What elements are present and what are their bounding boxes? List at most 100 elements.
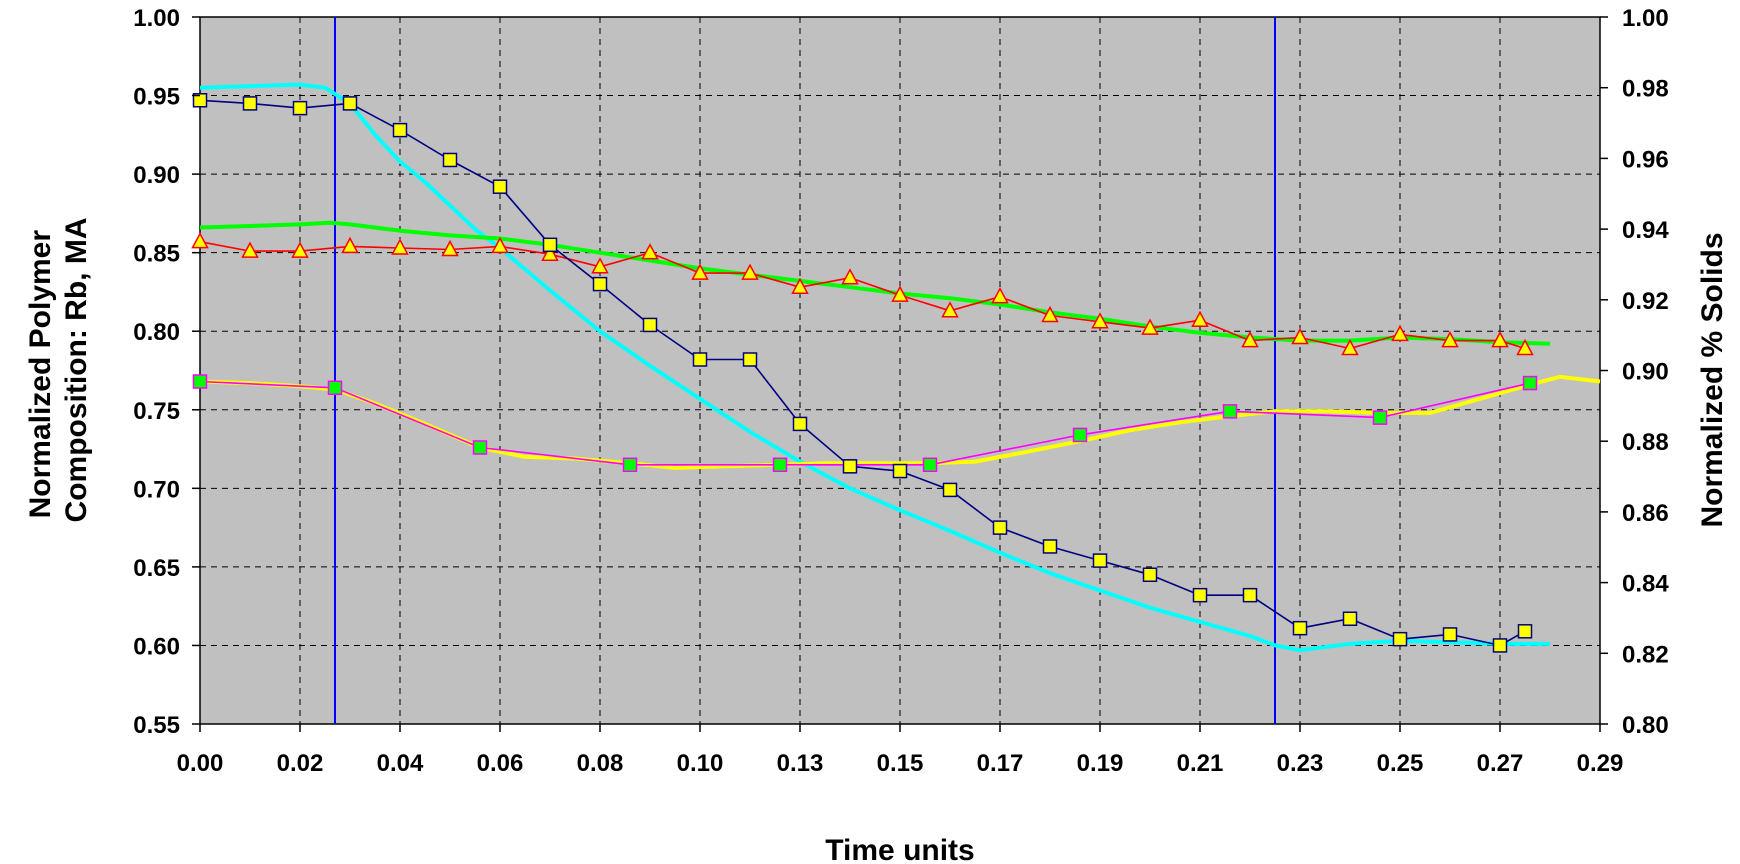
x-tick-label: 0.00 (177, 750, 224, 777)
series-marker (622, 457, 638, 473)
series-marker (242, 96, 258, 111)
y-left-axis-title-line-2: Composition: Rb, MA (60, 218, 93, 523)
x-axis-ticks: 0.00 0.02 0.04 0.06 0.08 0.10 0.13 0.15 0.17 0.19… (177, 724, 1624, 777)
y-right-tick-label: 0.84 (1622, 571, 1669, 598)
series-marker (841, 268, 859, 285)
series-marker (842, 459, 858, 474)
series-marker (391, 238, 409, 255)
x-tick-label: 0.29 (1577, 750, 1624, 777)
y-left-tick-label: 0.90 (133, 162, 180, 189)
x-axis-title: Time units (825, 834, 974, 864)
series-marker (1517, 624, 1533, 639)
y-left-axis-ticks: 0.55 0.60 0.65 0.70 0.75 0.80 0.85 0.90 0.95 1.00 (133, 5, 200, 739)
series-marker (327, 380, 343, 396)
y-right-tick-label: 0.94 (1622, 217, 1669, 244)
y-right-axis-ticks: 0.80 0.82 0.84 0.86 0.88 0.90 0.92 0.94 0.96 0.98… (1600, 5, 1669, 739)
y-right-tick-label: 1.00 (1622, 5, 1669, 32)
x-tick-label: 0.27 (1477, 750, 1524, 777)
series-marker (792, 416, 808, 432)
series-marker (592, 276, 608, 292)
x-tick-label: 0.04 (377, 750, 424, 777)
vertical-markers (334, 17, 1276, 724)
y-right-tick-label: 0.88 (1622, 429, 1669, 456)
series-marker (941, 301, 959, 318)
series-line (199, 99, 1526, 647)
series-marker (891, 285, 909, 302)
y-left-tick-label: 0.55 (133, 712, 180, 739)
x-tick-label: 0.15 (877, 750, 924, 777)
series-marker (772, 457, 788, 473)
x-tick-label: 0.21 (1177, 750, 1224, 777)
x-tick-label: 0.06 (477, 750, 524, 777)
series-marker (292, 100, 308, 116)
series-marker (1341, 338, 1359, 356)
series-marker (1222, 404, 1238, 419)
series-layer (191, 82, 1601, 653)
series-marker (441, 239, 459, 257)
series-marker (1192, 587, 1208, 603)
series-marker (1372, 410, 1388, 425)
series-marker (442, 152, 458, 168)
series-marker (1291, 327, 1309, 345)
y-left-tick-label: 0.65 (133, 555, 180, 582)
series-marker (541, 244, 559, 261)
y-right-tick-label: 0.80 (1622, 712, 1669, 739)
series-marker (1042, 539, 1058, 554)
y-left-axis-title: Normalized Polymer Composition: Rb, MA (24, 218, 93, 523)
series-marker (291, 241, 309, 258)
series-marker (1072, 427, 1088, 443)
series-marker (341, 236, 359, 254)
y-left-tick-label: 0.60 (133, 633, 180, 660)
series-4 (199, 82, 1550, 653)
series-marker (1442, 627, 1458, 642)
series-marker (1142, 567, 1158, 582)
series-marker (641, 243, 659, 260)
series-marker (1342, 611, 1358, 626)
y-right-tick-label: 0.96 (1622, 146, 1669, 173)
y-left-tick-label: 1.00 (133, 5, 180, 32)
series-marker (1492, 638, 1508, 653)
series-marker (991, 287, 1009, 304)
series-marker (192, 93, 208, 108)
y-left-tick-label: 0.85 (133, 241, 180, 268)
x-tick-label: 0.10 (677, 750, 724, 777)
series-marker (1141, 318, 1159, 335)
series-line (199, 374, 1601, 470)
series-marker (1392, 631, 1408, 647)
series-marker (1292, 620, 1308, 636)
series-marker (241, 241, 259, 258)
series-marker (1522, 375, 1538, 391)
x-tick-label: 0.02 (277, 750, 324, 777)
grid (200, 17, 1601, 724)
y-right-tick-label: 0.90 (1622, 359, 1669, 386)
y-left-tick-label: 0.95 (133, 84, 180, 111)
series-2 (191, 232, 1534, 356)
x-tick-label: 0.19 (1077, 750, 1124, 777)
series-marker (591, 257, 609, 274)
series-marker (491, 236, 509, 254)
series-6 (199, 374, 1601, 470)
series-marker (1092, 553, 1108, 568)
series-marker (692, 352, 708, 367)
series-marker (472, 440, 488, 455)
series-marker (342, 96, 358, 111)
y-left-tick-label: 0.70 (133, 476, 180, 503)
y-right-tick-label: 0.98 (1622, 76, 1669, 103)
x-tick-label: 0.25 (1377, 750, 1424, 777)
series-marker (642, 317, 658, 333)
x-tick-label: 0.08 (577, 750, 624, 777)
series-marker (492, 179, 508, 194)
x-tick-label: 0.13 (777, 750, 824, 777)
series-marker (691, 263, 709, 280)
x-tick-label: 0.23 (1277, 750, 1324, 777)
y-right-axis-title: Normalized % Solids (1696, 232, 1729, 527)
series-marker (1041, 305, 1059, 323)
y-right-tick-label: 0.86 (1622, 500, 1669, 527)
series-marker (1391, 324, 1409, 342)
series-1 (192, 93, 1533, 653)
series-marker (1242, 587, 1258, 603)
series-marker (1491, 331, 1509, 348)
series-marker (1441, 331, 1459, 348)
series-marker (942, 482, 958, 498)
